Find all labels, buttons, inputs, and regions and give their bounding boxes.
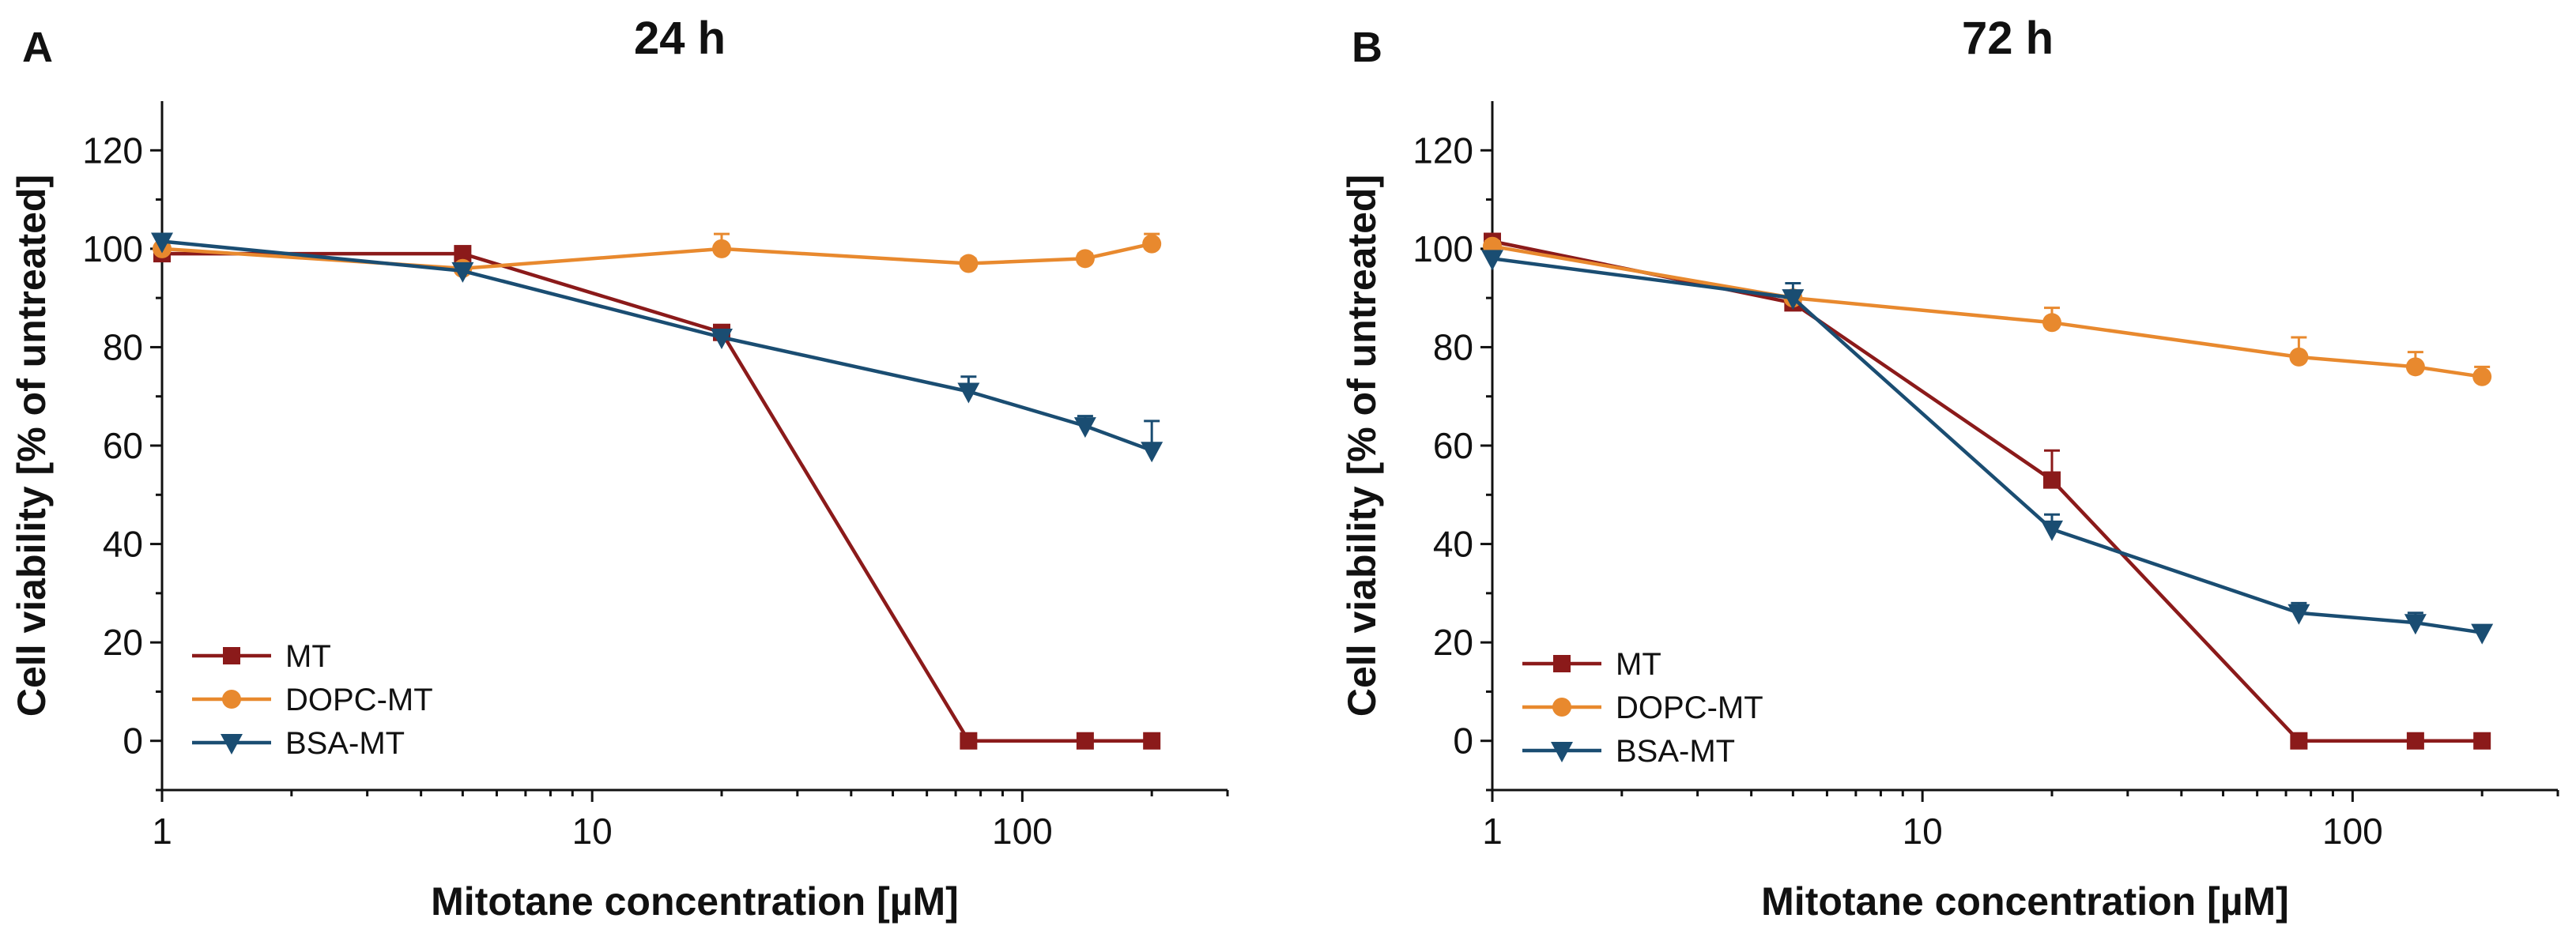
series-dopc-mt bbox=[1483, 236, 2492, 386]
series-bsa-mt bbox=[1481, 250, 2494, 645]
data-point bbox=[2472, 367, 2492, 386]
data-point bbox=[2406, 732, 2424, 750]
data-point bbox=[2473, 732, 2491, 750]
y-tick-label: 60 bbox=[1433, 425, 1473, 466]
data-point bbox=[2042, 313, 2061, 333]
data-point bbox=[959, 254, 979, 273]
x-axis-title: Mitotane concentration [µM] bbox=[1761, 879, 2289, 924]
x-tick-label: 10 bbox=[1903, 811, 1943, 852]
legend-marker bbox=[1553, 655, 1571, 672]
panel-title: 24 h bbox=[634, 13, 726, 64]
data-point bbox=[957, 382, 980, 404]
series-line bbox=[1492, 257, 2483, 634]
y-axis-title: Cell viability [% of untreated] bbox=[1340, 175, 1384, 717]
x-tick-label: 100 bbox=[992, 811, 1053, 852]
y-tick-label: 100 bbox=[82, 228, 143, 269]
data-point bbox=[2290, 732, 2308, 750]
y-tick-label: 120 bbox=[82, 130, 143, 171]
legend-label: BSA-MT bbox=[1616, 734, 1735, 769]
y-tick-label: 20 bbox=[1433, 622, 1473, 663]
x-axis-title: Mitotane concentration [µM] bbox=[431, 879, 959, 924]
y-tick-label: 120 bbox=[1412, 130, 1473, 171]
legend-marker bbox=[223, 647, 240, 664]
y-tick-label: 0 bbox=[123, 721, 143, 762]
legend-label: BSA-MT bbox=[285, 726, 405, 761]
data-point bbox=[2289, 347, 2309, 367]
y-tick-label: 80 bbox=[103, 326, 143, 367]
y-axis-title: Cell viability [% of untreated] bbox=[9, 175, 54, 717]
data-point bbox=[960, 732, 978, 750]
data-point bbox=[1075, 249, 1095, 269]
data-point bbox=[711, 239, 731, 258]
y-tick-label: 80 bbox=[1433, 326, 1473, 367]
legend-label: MT bbox=[285, 639, 331, 674]
data-point bbox=[1143, 732, 1161, 750]
data-point bbox=[1782, 289, 1805, 310]
data-point bbox=[1073, 417, 1096, 438]
panel-letter: B bbox=[1352, 24, 1382, 71]
data-point bbox=[2405, 357, 2425, 377]
series-line bbox=[1492, 244, 2483, 379]
data-point bbox=[2471, 623, 2494, 645]
y-tick-label: 60 bbox=[103, 425, 143, 466]
legend-marker bbox=[1552, 698, 1571, 717]
series-line bbox=[162, 251, 1152, 743]
data-point bbox=[454, 245, 472, 263]
y-tick-label: 40 bbox=[103, 524, 143, 565]
legend-marker bbox=[221, 734, 243, 754]
legend-label: DOPC-MT bbox=[285, 683, 433, 717]
x-tick-label: 10 bbox=[572, 811, 613, 852]
panel-letter: A bbox=[22, 24, 53, 71]
data-point bbox=[1141, 442, 1164, 463]
x-tick-label: 1 bbox=[152, 811, 172, 852]
data-point bbox=[2042, 471, 2061, 489]
data-point bbox=[451, 262, 474, 283]
data-point bbox=[2404, 614, 2427, 635]
data-point bbox=[1076, 732, 1094, 750]
x-tick-label: 1 bbox=[1482, 811, 1503, 852]
panel-title: 72 h bbox=[1962, 13, 2054, 64]
data-point bbox=[2287, 604, 2310, 625]
y-tick-label: 40 bbox=[1433, 524, 1473, 565]
data-point bbox=[1481, 250, 1503, 271]
data-point bbox=[710, 328, 733, 349]
y-tick-label: 20 bbox=[103, 622, 143, 663]
data-point bbox=[151, 232, 173, 254]
y-tick-label: 100 bbox=[1412, 228, 1473, 269]
legend-label: MT bbox=[1616, 647, 1661, 682]
legend: MT DOPC-MT BSA-MT bbox=[1522, 647, 1763, 769]
x-tick-label: 100 bbox=[2322, 811, 2383, 852]
series-line bbox=[161, 239, 1152, 453]
legend-marker bbox=[222, 690, 241, 709]
data-point bbox=[1142, 234, 1162, 254]
y-tick-label: 0 bbox=[1453, 721, 1473, 762]
legend-label: DOPC-MT bbox=[1616, 691, 1763, 725]
data-point bbox=[2040, 520, 2063, 541]
legend-marker bbox=[1551, 742, 1573, 762]
series-bsa-mt bbox=[151, 232, 1164, 463]
legend: MT DOPC-MT BSA-MT bbox=[192, 639, 433, 761]
